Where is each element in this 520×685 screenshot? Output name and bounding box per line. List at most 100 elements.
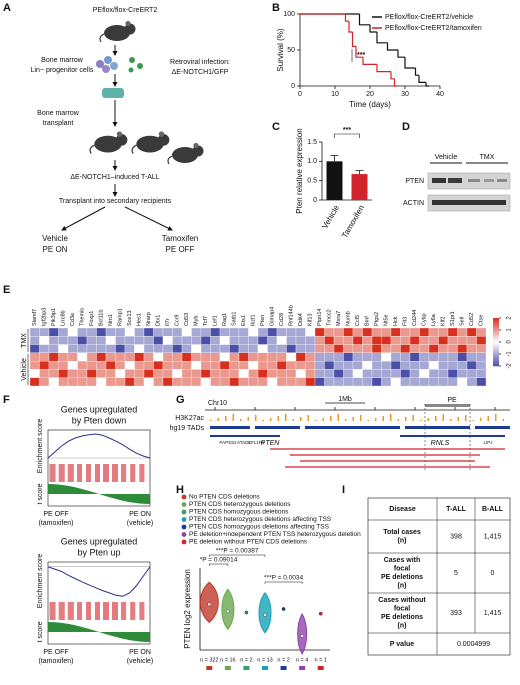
heatmap-cell — [438, 360, 449, 370]
heatmap-cell — [362, 344, 373, 354]
heatmap-cell — [457, 336, 468, 345]
y-tick-label: 0.5 — [307, 178, 317, 185]
heatmap-cell — [447, 360, 458, 370]
table-header: T-ALL — [446, 506, 467, 513]
chip-peak — [502, 419, 504, 421]
heatmap-cell — [210, 377, 221, 387]
heatmap-cell — [48, 344, 59, 354]
heatmap-cell — [371, 352, 382, 362]
heatmap-cell — [381, 327, 392, 337]
mouse-icon — [99, 20, 137, 43]
heatmap-cell — [457, 327, 468, 337]
heatmap-cell — [219, 344, 230, 354]
heatmap-cell — [153, 377, 164, 387]
error-bar — [330, 155, 339, 162]
table-cell: 398 — [450, 533, 462, 540]
heatmap-cell — [219, 336, 230, 345]
table-row-label: (n) — [398, 583, 407, 590]
heatmap-cell — [324, 369, 335, 378]
table-cell: 393 — [450, 610, 462, 617]
colorbar-step — [493, 354, 499, 357]
heatmap-cell — [191, 344, 202, 354]
chip-peak — [330, 416, 332, 421]
heatmap-cell — [295, 336, 306, 345]
violin — [221, 588, 235, 631]
t-score-area — [48, 622, 150, 642]
legend-label: PEflox/flox-CreERT2/tamoxifen — [385, 25, 482, 32]
heatmap-cell — [390, 360, 401, 370]
legend-swatch — [181, 539, 187, 545]
heatmap-cell — [324, 344, 335, 354]
heatmap-cell — [77, 344, 88, 354]
heatmap-cell — [67, 360, 78, 370]
arm-state: PE ON — [43, 245, 68, 254]
heatmap-cell — [314, 377, 325, 387]
heatmap-cell — [200, 327, 211, 337]
colorbar-step — [493, 322, 499, 325]
gene-label: Ctse — [479, 315, 485, 326]
gene-label: Bcl11b — [99, 310, 105, 326]
heatmap-cell — [29, 377, 40, 387]
table-header: B-ALL — [482, 506, 504, 513]
heatmap-cell — [314, 360, 325, 370]
chip-peak — [457, 417, 459, 421]
heatmap-cell — [476, 352, 487, 362]
enrichment-curve — [47, 566, 151, 597]
n-label: n = 13 — [257, 657, 272, 663]
gene-label: Ptgs2 — [374, 312, 380, 326]
heatmap-cell — [343, 369, 354, 378]
heatmap-cell — [58, 336, 69, 345]
heatmap-cell — [267, 336, 278, 345]
heatmap-cell — [58, 352, 69, 362]
p-value: ***P = 0.0034 — [264, 575, 303, 582]
heatmap-cell — [333, 369, 344, 378]
heatmap-cell — [39, 377, 50, 387]
gene-label: Lrrc8b — [61, 310, 67, 326]
heatmap-cell — [115, 327, 126, 337]
heatmap-cell — [58, 377, 69, 387]
heatmap-cell — [58, 369, 69, 378]
heatmap-cell — [210, 327, 221, 337]
colorbar-step — [493, 324, 499, 327]
heatmap-cell — [143, 377, 154, 387]
legend-label: PTEN CDS homozygous deletions — [189, 509, 289, 516]
violin — [258, 592, 272, 634]
heatmap-cell — [276, 360, 287, 370]
x-tick-label: Vehicle — [320, 203, 341, 230]
heatmap-cell — [466, 352, 477, 362]
colorbar-step — [493, 338, 499, 341]
heatmap-cell — [219, 377, 230, 387]
heatmap-cell — [134, 352, 145, 362]
heatmap-cell — [286, 377, 297, 387]
heatmap-cell — [381, 377, 392, 387]
heatmap-cell — [257, 377, 268, 387]
median-point — [244, 610, 249, 615]
western-blot — [427, 162, 511, 212]
survival-step — [414, 68, 419, 76]
heatmap-cell — [381, 344, 392, 354]
gsea-title: by Pten up — [77, 547, 120, 557]
heatmap-cell — [324, 352, 335, 362]
heatmap-cell — [162, 352, 173, 362]
colorbar-step — [493, 350, 499, 353]
heatmap-cell — [115, 344, 126, 354]
chip-peak — [442, 414, 444, 421]
heatmap-cell — [219, 327, 230, 337]
heatmap-cell — [409, 352, 420, 362]
heatmap-cell — [438, 327, 449, 337]
schematic-label: Lin− progenitor cells — [31, 67, 94, 74]
heatmap-cell — [48, 369, 59, 378]
heatmap-cell — [333, 352, 344, 362]
gene-label: Cd52 — [469, 313, 475, 326]
chip-peak — [277, 416, 279, 421]
panel-label: E — [3, 284, 10, 296]
survival-step — [376, 32, 388, 44]
heatmap-cell — [77, 377, 88, 387]
heatmap-cell — [286, 327, 297, 337]
heatmap-cell — [400, 336, 411, 345]
group-swatch — [262, 666, 268, 670]
heatmap-cell — [86, 369, 97, 378]
track-label: hg19 TADs — [170, 425, 205, 432]
gene-label: Cd53 — [184, 313, 190, 326]
heatmap-cell — [248, 369, 259, 378]
